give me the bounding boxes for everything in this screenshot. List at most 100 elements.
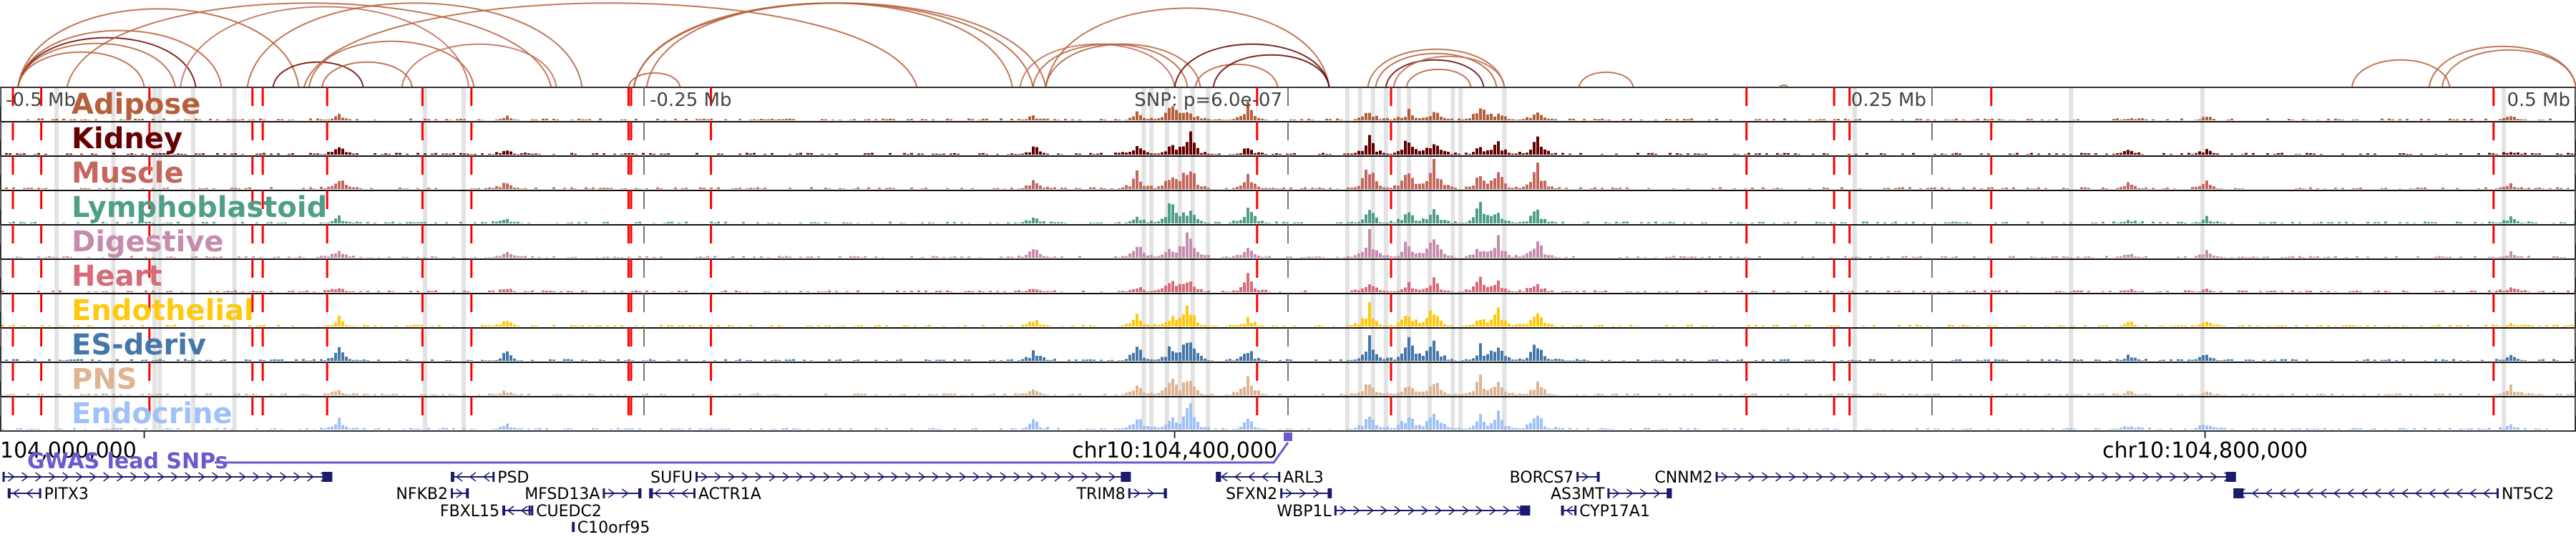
signal-bars-endocrine	[1, 403, 2548, 430]
interaction-arc	[1212, 54, 1330, 88]
gene-label: CNNM2	[1654, 469, 1712, 487]
strand-arrow-icon	[1721, 472, 2231, 482]
gene-wbp1l: WBP1L	[1277, 503, 1531, 521]
interaction-arc	[303, 2, 918, 88]
gene-nfkb2: NFKB2	[396, 485, 469, 503]
snp-pvalue-label: SNP: p=6.0e-07	[1134, 90, 1282, 111]
gene-cyp17a1: CYP17A1	[1561, 503, 1650, 521]
strand-arrow-icon	[456, 488, 464, 498]
strand-arrow-icon	[455, 472, 490, 482]
gene-label: NT5C2	[2502, 485, 2554, 503]
gene-sfxn2: SFXN2	[1226, 485, 1332, 503]
exon-block	[638, 488, 642, 498]
interaction-arc	[401, 43, 557, 88]
exon-block	[1596, 472, 1600, 482]
gene-label: CUEDC2	[536, 503, 602, 521]
strand-arrow-icon	[1612, 488, 1661, 498]
exon-block	[39, 488, 42, 498]
interaction-arc	[2441, 49, 2576, 88]
strand-arrow-icon	[8, 472, 328, 482]
exon-block	[1561, 505, 1564, 516]
strand-arrow-icon	[1566, 505, 1574, 516]
interaction-arc	[1045, 7, 1330, 88]
exon-block	[649, 488, 653, 498]
exon-block	[693, 488, 696, 498]
track-label: Adipose	[72, 88, 200, 121]
gene-cnnm2: CNNM2	[1654, 469, 2236, 487]
interaction-arc	[1392, 55, 1506, 88]
exon-block	[1334, 505, 1337, 516]
exon-block	[2497, 488, 2499, 498]
signal-bars-adipose	[26, 101, 2552, 120]
gene-label: TRIM8	[1076, 485, 1126, 503]
interaction-arc	[180, 6, 470, 88]
interaction-arc	[321, 61, 413, 88]
gene-fbxl15: FBXL15	[440, 503, 531, 521]
gene-borcs7: BORCS7	[1510, 469, 1600, 487]
exon-block	[451, 488, 453, 498]
interaction-arc	[1578, 71, 1634, 88]
exon-block	[1327, 488, 1332, 498]
exon-block	[531, 505, 534, 516]
exon-block	[2, 472, 5, 482]
exon-block	[1667, 488, 1672, 498]
track-labels-layer: AdiposeKidneyMuscleLymphoblastoidDigesti…	[72, 88, 327, 430]
gene-trim8: TRIM8	[1076, 485, 1167, 503]
gene-mfsd13a: MFSD13A	[525, 485, 642, 503]
exon-block	[1121, 472, 1131, 482]
gene-label: C10orf95	[577, 519, 650, 537]
exon-block	[1607, 488, 1610, 498]
relative-tick-label: -0.25 Mb	[650, 90, 731, 111]
strand-arrow-icon	[1340, 505, 1524, 516]
strand-arrow-icon	[653, 488, 688, 498]
gene-label: SFXN2	[1226, 485, 1277, 503]
gene-label: ACTR1A	[698, 485, 761, 503]
exon-block	[696, 472, 698, 482]
hic-arcs-layer	[17, 2, 2576, 88]
interaction-arc	[1405, 69, 1472, 88]
strand-arrow-icon	[507, 505, 528, 516]
interaction-arc	[1045, 43, 1201, 88]
gwas-track-layer: GWAS lead SNPs	[27, 432, 1292, 474]
signal-bars-digestive	[16, 228, 2566, 258]
strand-arrow-icon	[12, 488, 34, 498]
gene-label: MFSD13A	[525, 485, 600, 503]
gene-label: PITX3	[44, 485, 89, 503]
gene-label: FBXL15	[440, 503, 499, 521]
track-label: Muscle	[72, 157, 184, 190]
relative-tick-label: 0.25 Mb	[1851, 90, 1926, 111]
exon-block	[466, 488, 469, 498]
gene-as3mt: AS3MT	[1551, 485, 1672, 503]
gene-gbf1: GBF1	[2, 472, 333, 482]
interaction-arc	[246, 2, 583, 88]
track-label: Endothelial	[72, 294, 254, 327]
interaction-arc	[633, 2, 1034, 88]
exon-block	[572, 522, 575, 532]
red-dashed-lines-layer	[11, 87, 2495, 431]
gene-actr1a: ACTR1A	[649, 485, 761, 503]
gwas-connector-line	[215, 442, 1289, 464]
interaction-arc	[633, 2, 1047, 88]
coordinate-axis-layer: 104,000,000 chr10:104,400,000 chr10:104,80…	[0, 431, 2308, 463]
interaction-arc	[272, 61, 364, 88]
relative-axis-layer: -0.5 Mb -0.25 Mb 0.25 Mb 0.5 Mb SNP: p=6.0e-…	[0, 87, 2576, 431]
gene-psd: PSD	[451, 469, 529, 487]
exon-block	[1576, 472, 1579, 482]
exon-block	[2233, 488, 2244, 498]
signal-bars-es-deriv	[5, 335, 2573, 361]
exon-block	[502, 505, 505, 516]
signal-bars-kidney	[5, 131, 2576, 155]
track-label: Digestive	[72, 226, 224, 258]
exon-block	[1280, 488, 1283, 498]
exon-block	[1574, 505, 1577, 516]
exon-block	[1128, 488, 1131, 498]
interaction-arc	[2428, 45, 2576, 88]
gene-label: PSD	[497, 469, 529, 487]
interaction-arc	[17, 29, 223, 88]
interaction-arc	[308, 40, 475, 88]
gene-nt5c2: NT5C2	[2233, 485, 2554, 503]
track-label: ES-deriv	[72, 329, 206, 362]
gene-pitx3: PITX3	[7, 485, 89, 503]
